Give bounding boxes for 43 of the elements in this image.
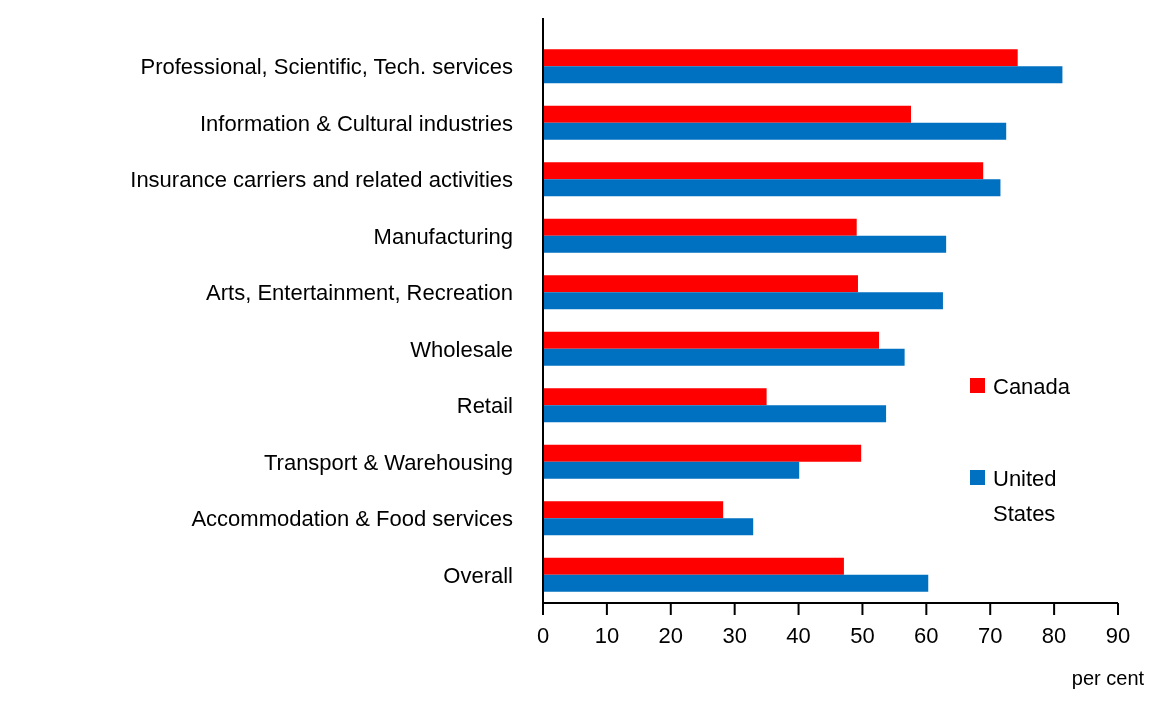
x-tick-label: 70: [977, 623, 1003, 648]
x-tick-label: 90: [1105, 623, 1131, 648]
x-axis-title: per cent: [1071, 667, 1145, 689]
bar: [543, 105, 911, 123]
bar: [543, 461, 800, 479]
x-tick-label: 0: [536, 623, 550, 648]
bar: [543, 388, 767, 406]
y-tick-label: Information & Cultural industries: [199, 110, 513, 136]
x-tick-label: 60: [914, 623, 939, 648]
legend-label: United States: [993, 466, 1057, 526]
bar: [543, 275, 858, 293]
bar: [543, 444, 862, 462]
y-tick-label: Professional, Scientific, Tech. services: [140, 54, 513, 80]
legend-label: Canada: [993, 374, 1071, 399]
bar: [543, 501, 724, 519]
y-tick-label: Overall: [443, 562, 513, 588]
bar: [543, 66, 1063, 84]
x-tick-label: 50: [850, 623, 875, 648]
x-tick-label: 40: [786, 623, 811, 648]
bar: [543, 49, 1018, 67]
y-tick-label: Manufacturing: [373, 223, 513, 249]
x-tick-label: 10: [594, 623, 620, 648]
x-tick-label: 80: [1041, 623, 1067, 648]
x-tick-label: 20: [658, 623, 684, 648]
bar: [543, 292, 943, 310]
bar: [543, 218, 857, 236]
bar: [543, 179, 1001, 197]
bar: [543, 331, 880, 349]
bar: [543, 518, 754, 536]
bar: [543, 122, 1007, 140]
y-tick-label: Insurance carriers and related activities: [130, 167, 513, 193]
y-tick-label: Wholesale: [410, 336, 513, 362]
y-tick-label: Accommodation & Food services: [191, 506, 513, 532]
bar: [543, 348, 905, 366]
bar: [543, 405, 887, 423]
y-tick-label: Arts, Entertainment, Recreation: [206, 280, 513, 306]
y-tick-label: Transport & Warehousing: [263, 449, 513, 475]
x-tick-label: 30: [722, 623, 747, 648]
bar: [543, 235, 947, 253]
bar: [543, 162, 984, 180]
y-tick-label: Retail: [456, 393, 513, 419]
bar: [543, 557, 844, 575]
bar: [543, 574, 929, 592]
